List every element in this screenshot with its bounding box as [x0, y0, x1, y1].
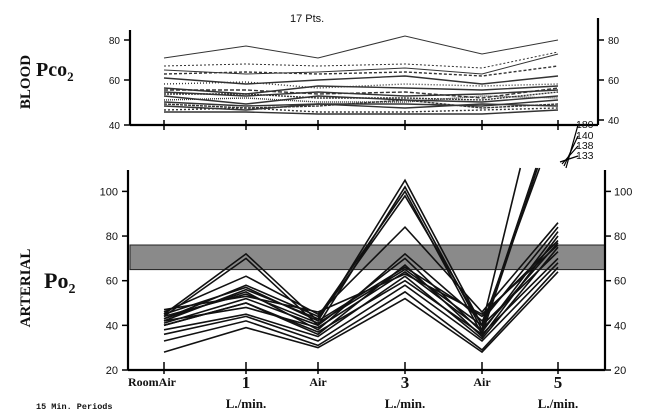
bottom-series-line [163, 242, 559, 331]
top-series-line [163, 85, 559, 95]
bottom-series-line [163, 271, 559, 354]
top-series-line [163, 107, 559, 113]
category-top-label: Air [309, 375, 327, 389]
top-series-line [164, 91, 559, 101]
top-series-line [163, 75, 559, 85]
offscale-value-label: 180 [576, 119, 594, 131]
bottom-series-line [163, 257, 559, 336]
arterial-label: ARTERIAL [18, 249, 34, 328]
bottom-right-tick-label: 20 [614, 365, 626, 377]
bottom-left-tick-label: 60 [106, 276, 118, 288]
category-top-label: 3 [401, 373, 410, 392]
bottom-series-line [163, 167, 522, 328]
po2-label: Po2 [44, 268, 75, 297]
bottom-left-tick-label: 40 [106, 320, 118, 332]
pco2-label-main: Pco [36, 59, 67, 81]
pco2-label: Pco2 [36, 59, 74, 84]
bottom-left-tick-label: 80 [106, 231, 118, 243]
bottom-series-line [163, 239, 559, 322]
category-top-label: Air [473, 375, 491, 389]
top-series-line [163, 51, 559, 69]
top-series-line [163, 65, 559, 77]
top-left-ticks: 80 60 40 [109, 36, 130, 132]
offscale-value-label: 133 [576, 150, 594, 162]
bottom-left-ticks: 100 80 60 40 20 [100, 186, 128, 377]
offscale-value-label: 138 [576, 140, 594, 152]
top-series-line [163, 35, 559, 59]
pco2-label-sub: 2 [67, 69, 74, 84]
top-right-tick-label: 60 [608, 76, 620, 87]
bottom-series-line [163, 262, 559, 343]
top-series-line [163, 53, 559, 75]
bottom-left-tick-label: 20 [106, 365, 118, 377]
offscale-value-label: 140 [576, 130, 594, 142]
category-top-label: RoomAir [128, 375, 177, 389]
po2-label-main: Po [44, 268, 68, 293]
top-left-tick-label: 60 [109, 76, 121, 87]
arterial-po2-panel: ARTERIAL Po2 100 80 60 40 20 100 80 60 40 20 180… [18, 119, 632, 411]
top-x-ticks [163, 120, 559, 130]
category-top-label: 1 [242, 373, 251, 392]
bottom-right-tick-label: 100 [614, 186, 632, 198]
top-series-line [163, 95, 559, 105]
period-note: 15 Min. Periods [36, 402, 113, 412]
top-series-line [163, 99, 559, 109]
top-right-tick-label: 40 [608, 116, 620, 127]
bottom-series-group [163, 167, 559, 354]
offscale-leader [565, 124, 579, 169]
offscale-leader [563, 135, 579, 167]
top-series-line [164, 109, 559, 115]
category-bottom-label: L./min. [226, 396, 266, 411]
top-series-line [164, 87, 559, 99]
top-series-group [163, 35, 559, 115]
bottom-right-tick-label: 60 [614, 276, 626, 288]
bottom-left-tick-label: 100 [100, 186, 118, 198]
top-right-ticks: 80 60 40 [598, 36, 620, 127]
category-bottom-label: L./min. [385, 396, 425, 411]
top-left-tick-label: 40 [109, 121, 121, 132]
category-labels-group: RoomAir 1 Air 3 Air 5 L./min. L./min. L./min. [128, 373, 578, 411]
top-series-line [163, 89, 559, 97]
po2-label-sub: 2 [68, 282, 75, 297]
category-top-label: 5 [554, 373, 563, 392]
top-series-line [163, 95, 559, 103]
offscale-leader [559, 155, 579, 163]
top-left-tick-label: 80 [109, 36, 121, 47]
bottom-series-line [163, 167, 541, 328]
blood-label: BLOOD [18, 55, 34, 109]
patients-count-label: 17 Pts. [290, 13, 324, 25]
bottom-series-line [163, 266, 559, 351]
bottom-series-line [163, 244, 559, 316]
category-bottom-label: L./min. [538, 396, 578, 411]
bottom-right-tick-label: 80 [614, 231, 626, 243]
bottom-x-ticks [163, 362, 559, 374]
bottom-right-tick-label: 40 [614, 320, 626, 332]
bottom-series-line [163, 222, 559, 316]
blood-pco2-panel: BLOOD Pco2 80 60 40 80 60 40 [18, 18, 620, 132]
top-series-line [163, 103, 559, 111]
bottom-right-ticks: 100 80 60 40 20 [605, 186, 632, 377]
top-right-tick-label: 80 [608, 36, 620, 47]
